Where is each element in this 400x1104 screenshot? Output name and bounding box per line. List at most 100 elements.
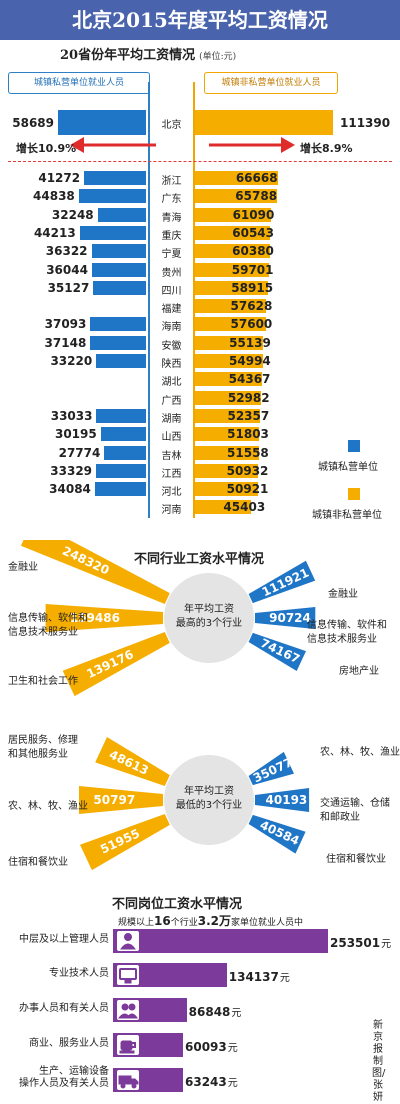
unit-note: (单位:元) (199, 52, 237, 62)
industry-label: 农、林、牧、渔业 (8, 800, 88, 814)
private-value: 30195 (54, 427, 97, 442)
job-value-number: 63243 (185, 1075, 227, 1089)
job-value-unit: 元 (231, 1008, 242, 1019)
legend-private-label: 城镇私营单位 (318, 462, 378, 473)
industry-label: 农、林、牧、渔业 (320, 746, 400, 760)
industry-chart-title: 不同行业工资水平情况 (134, 552, 265, 567)
industry-label: 住宿和餐饮业 (8, 856, 68, 870)
industry-ray (20, 540, 170, 604)
industry-label-line: 居民服务、修理 (8, 735, 78, 746)
people-icon (117, 1000, 139, 1020)
industry-label-line: 金融业 (328, 589, 358, 600)
nonprivate-bar (195, 445, 259, 460)
nonprivate-value: 57600 (230, 317, 273, 332)
nonprivate-value: 54994 (229, 354, 271, 368)
province-label: 陕西 (161, 359, 182, 370)
province-label: 贵州 (161, 267, 182, 279)
province-label: 四川 (161, 285, 182, 297)
private-value: 36044 (46, 262, 88, 277)
divider (8, 161, 392, 162)
province-label: 重庆 (161, 230, 182, 242)
private-bar (84, 171, 146, 185)
province-label: 广东 (161, 194, 182, 206)
province-label: 湖北 (161, 377, 182, 389)
job-label-line: 操作人员及有关人员 (19, 1078, 109, 1089)
industry-value: 74167 (258, 636, 302, 666)
nonprivate-value: 60380 (232, 244, 274, 259)
industry-label-line: 住宿和餐饮业 (8, 857, 68, 868)
nonprivate-bar (195, 408, 260, 423)
province-label: 浙江 (161, 176, 182, 187)
private-bar (93, 280, 146, 295)
job-label: 商业、服务业人员 (0, 1038, 109, 1050)
industry-ray (79, 786, 163, 814)
private-bar (90, 317, 146, 332)
job-label-line: 商业、服务业人员 (29, 1038, 109, 1049)
legend-nonprivate-swatch (348, 488, 360, 500)
center-right-line (193, 82, 195, 518)
industry-label: 信息传输、软件和 信息技术服务业 (8, 612, 88, 640)
province-label: 宁夏 (161, 249, 182, 261)
industry-ray (255, 607, 316, 629)
industry-ray (95, 737, 170, 786)
page-title: 北京2015年度平均工资情况 (72, 8, 328, 32)
industry-ray (248, 814, 306, 854)
province-label: 安徽 (161, 340, 182, 352)
subtitle-part-2: 16 (154, 914, 171, 928)
industry-low-center-2: 最低的3个行业 (175, 800, 243, 811)
nonprivate-value: 54367 (228, 372, 271, 387)
private-bar (78, 189, 146, 204)
nonprivate-value: 61090 (232, 207, 275, 222)
industry-label: 金融业 (8, 561, 38, 575)
nonprivate-bar (195, 244, 270, 259)
subtitle-part-3: 个行业 (170, 918, 198, 928)
industry-ray (80, 814, 170, 871)
center-left-line (148, 82, 150, 518)
industry-low-center-1: 年平均工资 (184, 786, 234, 797)
legend-nonprivate-label: 城镇非私营单位 (312, 510, 382, 521)
industry-label: 卫生和社会工作 (8, 675, 78, 689)
job-value: 134137元 (229, 969, 290, 984)
nonprivate-bar (195, 500, 252, 515)
job-value-number: 60093 (185, 1040, 227, 1054)
private-value: 32248 (51, 207, 94, 222)
job-label: 中层及以上管理人员 (0, 934, 109, 946)
private-bar (91, 244, 146, 259)
private-bar (96, 408, 146, 423)
nonprivate-value: 58915 (231, 280, 274, 295)
job-value: 60093元 (185, 1039, 238, 1054)
province-label: 河南 (161, 505, 182, 517)
nonprivate-bar (195, 207, 271, 222)
nonprivate-bar (195, 262, 269, 277)
nonprivate-value: 59701 (231, 262, 274, 277)
beijing-nonprivate-value: 111390 (340, 116, 391, 130)
industry-label: 住宿和餐饮业 (326, 853, 386, 867)
industry-label-line: 信息技术服务业 (307, 634, 377, 645)
province-label: 湖南 (161, 413, 182, 425)
private-value: 37148 (44, 335, 87, 350)
left-header: 城镇私营单位就业人员 (8, 72, 150, 94)
private-value: 35127 (47, 280, 90, 295)
industry-high-circle (164, 573, 254, 663)
nonprivate-value: 45403 (223, 500, 266, 515)
cup-icon (117, 1035, 139, 1055)
private-bar (94, 482, 146, 497)
private-value: 41272 (38, 171, 81, 185)
province-label: 福建 (161, 304, 182, 316)
nonprivate-value: 50932 (226, 463, 269, 478)
nonprivate-bar (195, 280, 268, 295)
industry-label: 信息传输、软件和 信息技术服务业 (307, 619, 387, 647)
industry-label-line: 农、林、牧、渔业 (320, 747, 400, 758)
industry-ray (248, 751, 294, 786)
industry-ray (248, 560, 316, 604)
beijing-private-value: 58689 (12, 116, 54, 130)
private-bar (96, 354, 146, 368)
industry-value: 90724 (269, 611, 311, 625)
nonprivate-value: 57628 (230, 299, 273, 314)
title-banner (0, 0, 400, 40)
industry-ray (255, 788, 310, 812)
subtitle-part-1: 规模以上 (118, 918, 155, 928)
job-value-unit: 元 (381, 939, 392, 950)
nonprivate-bar (195, 317, 267, 332)
province-label: 海南 (161, 322, 182, 334)
